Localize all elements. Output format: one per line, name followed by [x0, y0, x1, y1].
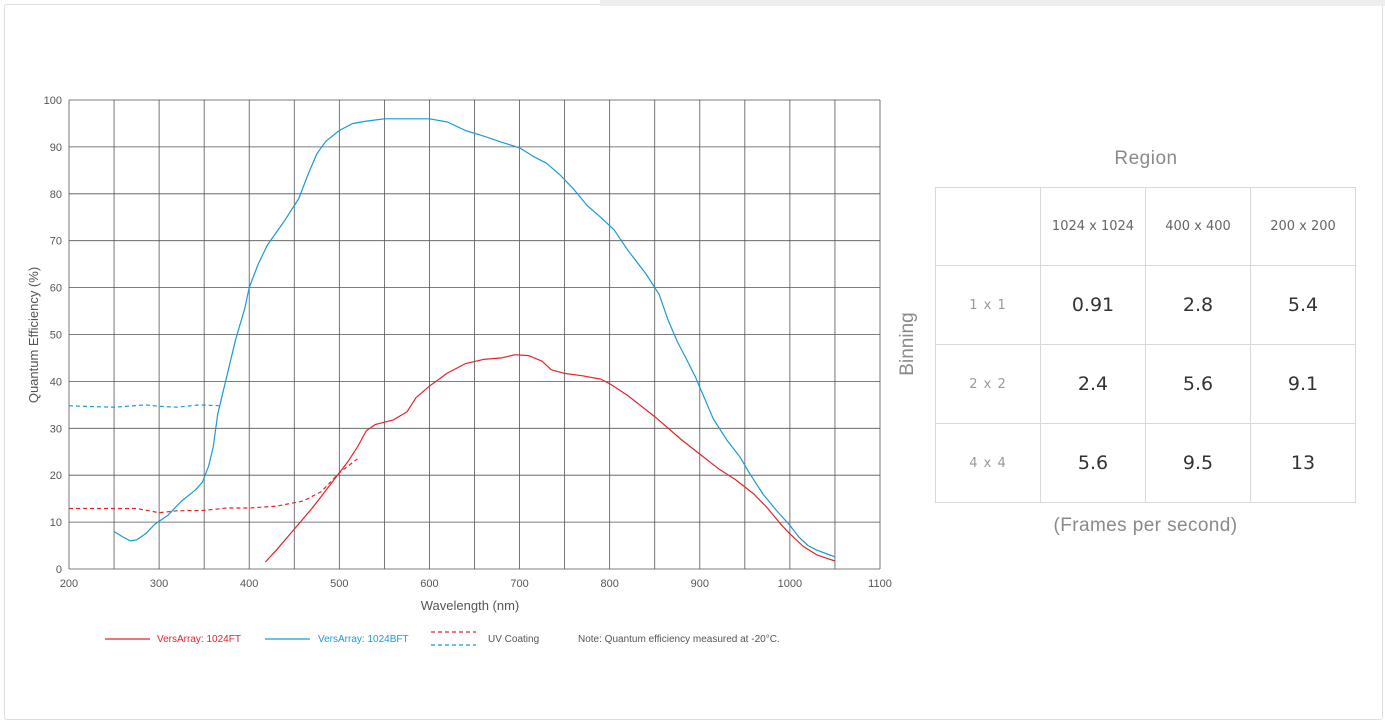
x-tick-label: 600 [420, 578, 438, 590]
chart-grid [68, 99, 881, 570]
x-tick-label: 200 [60, 578, 78, 590]
table-cell: 2.8 [1145, 265, 1251, 345]
frame-rate-table: 1024 x 1024 400 x 400 200 x 200 1 x 1 0.… [935, 187, 1356, 503]
table-corner-cell [935, 187, 1041, 266]
row-header: 1 x 1 [935, 265, 1041, 345]
y-tick-label: 0 [56, 564, 62, 576]
legend-label-1024ft: VersArray: 1024FT [157, 634, 241, 645]
y-tick-label: 100 [44, 95, 62, 107]
top-tab-decoration [600, 0, 1385, 6]
table-cell: 9.1 [1250, 344, 1356, 424]
chart-legend: VersArray: 1024FT VersArray: 1024BFT UV … [105, 631, 780, 646]
row-header: 2 x 2 [935, 344, 1041, 424]
column-header: 200 x 200 [1250, 187, 1356, 266]
legend-note: Note: Quantum efficiency measured at -20… [578, 634, 780, 645]
x-tick-label: 1100 [868, 578, 892, 590]
series-line-3 [68, 404, 223, 408]
column-header: 400 x 400 [1145, 187, 1251, 266]
table-caption: (Frames per second) [1053, 515, 1238, 536]
y-tick-label: 30 [50, 423, 62, 435]
x-tick-label: 900 [691, 578, 709, 590]
series-line-0 [264, 354, 836, 563]
x-tick-label: 1000 [778, 578, 802, 590]
x-tick-label: 400 [240, 578, 258, 590]
column-header: 1024 x 1024 [1040, 187, 1146, 266]
legend-label-uv-coating: UV Coating [488, 634, 539, 645]
quantum-efficiency-chart: 200 300 400 500 600 700 800 900 1000 1100 0 10 20 30 4… [26, 95, 892, 646]
chart-series [68, 118, 836, 563]
x-tick-label: 500 [330, 578, 348, 590]
chart-ticks: 200 300 400 500 600 700 800 900 1000 1100 0 10 20 30 4… [44, 95, 892, 590]
table-cell: 2.4 [1040, 344, 1146, 424]
x-axis-label: Wavelength (nm) [421, 598, 520, 613]
y-tick-label: 50 [50, 330, 62, 342]
y-tick-label: 70 [50, 236, 62, 248]
table-cell: 9.5 [1145, 423, 1251, 503]
table-cell: 5.4 [1250, 265, 1356, 345]
table-region-title: Region [1114, 148, 1178, 169]
table-header-row: 1024 x 1024 400 x 400 200 x 200 [935, 187, 1356, 266]
table-cell: 5.6 [1145, 344, 1251, 424]
y-tick-label: 10 [50, 517, 62, 529]
legend-label-1024bft: VersArray: 1024BFT [318, 634, 409, 645]
series-line-2 [69, 458, 358, 514]
y-tick-label: 90 [50, 142, 62, 154]
table-binning-title: Binning [897, 312, 918, 376]
y-tick-label: 60 [50, 283, 62, 295]
table-cell: 5.6 [1040, 423, 1146, 503]
table-cell: 13 [1250, 423, 1356, 503]
x-tick-label: 700 [510, 578, 528, 590]
y-tick-label: 20 [50, 470, 62, 482]
table-row: 1 x 1 0.91 2.8 5.4 [935, 265, 1356, 345]
x-tick-label: 300 [150, 578, 168, 590]
table-row: 2 x 2 2.4 5.6 9.1 [935, 344, 1356, 424]
table-cell: 0.91 [1040, 265, 1146, 345]
x-tick-label: 800 [600, 578, 618, 590]
y-tick-label: 40 [50, 376, 62, 388]
series-line-1 [113, 118, 836, 558]
row-header: 4 x 4 [935, 423, 1041, 503]
y-axis-label: Quantum Efficiency (%) [26, 267, 41, 403]
y-tick-label: 80 [50, 189, 62, 201]
table-row: 4 x 4 5.6 9.5 13 [935, 423, 1356, 503]
